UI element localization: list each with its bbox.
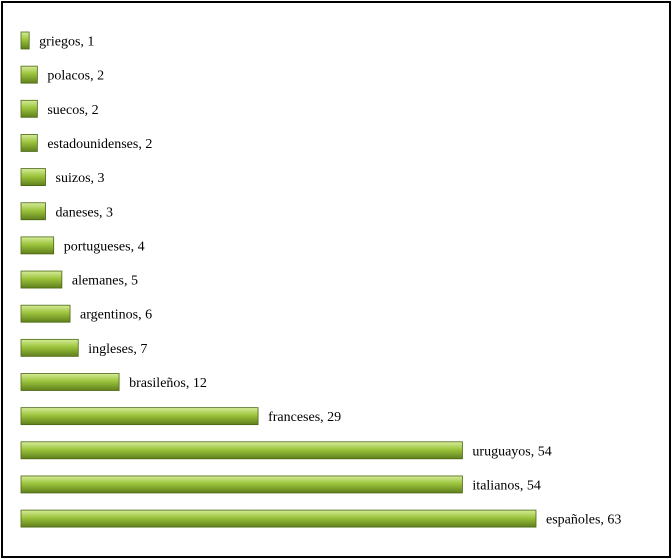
bar-italianos <box>20 475 463 494</box>
data-label-franceses: franceses, 29 <box>268 410 341 425</box>
data-label-españoles: españoles, 63 <box>546 513 621 528</box>
data-label-portugueses: portugueses, 4 <box>64 239 145 254</box>
bar-chart: griegos, 1 polacos, 2 suecos, 2 estadounide… <box>20 31 621 528</box>
data-label-suizos: suizos, 3 <box>56 171 105 186</box>
bar-brasileños <box>20 373 120 391</box>
bars-layer: griegos, 1 polacos, 2 suecos, 2 estadounide… <box>20 31 621 528</box>
data-label-argentinos: argentinos, 6 <box>80 308 152 323</box>
data-label-uruguayos: uruguayos, 54 <box>472 444 551 459</box>
data-label-suecos: suecos, 2 <box>47 103 98 118</box>
bar-españoles <box>20 509 537 528</box>
data-label-daneses: daneses, 3 <box>56 205 114 220</box>
data-label-brasileños: brasileños, 12 <box>129 376 207 391</box>
data-label-griegos: griegos, 1 <box>39 35 94 50</box>
data-label-alemanes: alemanes, 5 <box>72 274 138 289</box>
bar-daneses <box>20 202 46 221</box>
bar-argentinos <box>20 304 71 323</box>
bar-estadounidenses <box>20 134 38 152</box>
bar-uruguayos <box>20 441 463 460</box>
bar-franceses <box>20 407 259 426</box>
bar-ingleses <box>20 338 79 357</box>
bar-portugueses <box>20 236 55 255</box>
data-label-italianos: italianos, 54 <box>472 478 540 493</box>
data-label-polacos: polacos, 2 <box>47 69 104 84</box>
bar-polacos <box>20 65 38 84</box>
bar-griegos <box>20 31 30 50</box>
data-label-ingleses: ingleses, 7 <box>88 342 147 357</box>
bar-suizos <box>20 168 46 187</box>
bar-suecos <box>20 99 38 118</box>
bar-alemanes <box>20 270 63 289</box>
data-label-estadounidenses: estadounidenses, 2 <box>47 137 152 152</box>
